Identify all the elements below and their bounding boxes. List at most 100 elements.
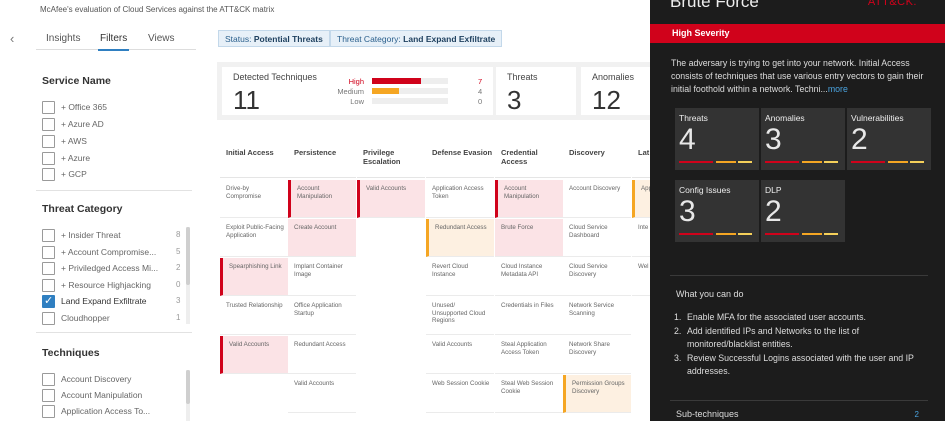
technique-cell[interactable]: Valid Accounts xyxy=(288,375,356,413)
checkbox[interactable] xyxy=(42,229,55,242)
metric-bar-high xyxy=(765,161,799,163)
checkbox[interactable] xyxy=(42,389,55,402)
category-filter-chip[interactable]: Threat Category: Land Expand Exfiltrate xyxy=(330,30,503,47)
metric-bar-high xyxy=(851,161,885,163)
metric-bar-low xyxy=(824,233,838,235)
metric-card-vulnerabilities[interactable]: Vulnerabilities 2 xyxy=(847,108,931,170)
technique-cell[interactable]: Account Discovery xyxy=(563,180,631,218)
tab-insights[interactable]: Insights xyxy=(46,33,81,44)
technique-cell[interactable]: Valid Accounts xyxy=(220,336,288,374)
technique-cell[interactable]: Network Share Discovery xyxy=(563,336,631,374)
technique-cell[interactable]: Revert Cloud Instance xyxy=(426,258,494,296)
service-filter-item[interactable]: + Office 365 xyxy=(42,101,182,116)
checkbox[interactable] xyxy=(42,312,55,325)
threat-filter-item[interactable]: + Insider Threat 8 xyxy=(42,229,182,244)
scrollbar-thumb[interactable] xyxy=(186,227,190,285)
chip-label: Status: xyxy=(225,34,252,44)
technique-cell[interactable]: Account Manipulation xyxy=(495,180,563,218)
technique-cell[interactable]: Wel Coo xyxy=(632,258,650,296)
checkbox[interactable] xyxy=(42,118,55,131)
technique-filter-item[interactable]: Account Manipulation xyxy=(42,389,182,404)
technique-cell[interactable]: Application Access Token xyxy=(426,180,494,218)
technique-cell[interactable]: Create Account xyxy=(288,219,356,257)
technique-cell[interactable]: Redundant Access xyxy=(288,336,356,374)
metric-value: 3 xyxy=(679,195,696,228)
technique-cell[interactable]: App Acc xyxy=(632,180,650,218)
technique-cell[interactable]: Cloud Service Discovery xyxy=(563,258,631,296)
checkbox[interactable] xyxy=(42,101,55,114)
technique-cell[interactable]: Spearphishing Link xyxy=(220,258,288,296)
threat-filter-item[interactable]: + Resource Highjacking 0 xyxy=(42,279,182,294)
service-filter-item[interactable]: + AWS xyxy=(42,135,182,150)
severity-banner: High Severity xyxy=(650,24,945,43)
metric-bar-high xyxy=(765,233,799,235)
checkbox[interactable] xyxy=(42,405,55,418)
tab-views[interactable]: Views xyxy=(148,33,175,44)
severity-bar-medium xyxy=(372,88,448,94)
technique-cell[interactable]: Valid Accounts xyxy=(426,336,494,374)
technique-cell[interactable]: Web Session Cookie xyxy=(426,375,494,413)
technique-cell[interactable]: Redundant Access xyxy=(426,219,494,257)
metric-card-threats[interactable]: Threats 4 xyxy=(675,108,759,170)
service-name-title: Service Name xyxy=(42,75,111,87)
technique-cell[interactable]: Credentials in Files xyxy=(495,297,563,335)
checkbox[interactable] xyxy=(42,152,55,165)
technique-cell[interactable]: Network Service Scanning xyxy=(563,297,631,335)
threat-filter-item[interactable]: Land Expand Exfiltrate 3 xyxy=(42,294,182,310)
action-text: Enable MFA for the associated user accou… xyxy=(687,312,866,322)
technique-cell[interactable]: Inte Spe xyxy=(632,219,650,257)
action-item: 1. Enable MFA for the associated user acc… xyxy=(674,312,866,322)
service-filter-item[interactable]: + Azure xyxy=(42,152,182,167)
technique-filter-item[interactable]: Account Discovery xyxy=(42,373,182,388)
metric-card-dlp[interactable]: DLP 2 xyxy=(761,180,845,242)
technique-cell[interactable]: Trusted Relationship xyxy=(220,297,288,335)
severity-label-medium: Medium xyxy=(337,87,364,96)
technique-cell[interactable]: Drive-by Compromise xyxy=(220,180,288,218)
technique-cell[interactable]: Permission Groups Discovery xyxy=(563,375,631,413)
status-filter-chip[interactable]: Status: Potential Threats xyxy=(218,30,330,47)
filter-label: + AWS xyxy=(61,136,87,146)
matrix-column: Discovery Account Discovery Cloud Service … xyxy=(563,138,631,413)
left-tabs: Insights Filters Views xyxy=(36,30,196,51)
threat-filter-item[interactable]: Cloudhopper 1 xyxy=(42,312,182,327)
threats-card[interactable]: Threats 3 xyxy=(496,67,576,115)
technique-cell[interactable]: Account Manipulation xyxy=(288,180,356,218)
technique-cell[interactable]: Steal Web Session Cookie xyxy=(495,375,563,413)
checkbox[interactable] xyxy=(42,373,55,386)
technique-filter-item[interactable]: Application Access To... xyxy=(42,405,182,420)
more-link[interactable]: more xyxy=(827,84,848,94)
checkbox[interactable] xyxy=(42,279,55,292)
matrix-column-header: Persistence xyxy=(288,138,356,178)
technique-cell[interactable]: Unused/ Unsupported Cloud Regions xyxy=(426,297,494,335)
metric-card-anomalies[interactable]: Anomalies 3 xyxy=(761,108,845,170)
chevron-left-icon[interactable]: ‹ xyxy=(10,31,15,46)
checkbox[interactable] xyxy=(42,262,55,275)
sub-techniques-label[interactable]: Sub-techniques xyxy=(676,409,739,419)
checkbox[interactable] xyxy=(42,246,55,259)
metric-card-config-issues[interactable]: Config Issues 3 xyxy=(675,180,759,242)
anomalies-card[interactable]: Anomalies 12 xyxy=(581,67,650,115)
service-filter-item[interactable]: + GCP xyxy=(42,168,182,183)
checkbox[interactable] xyxy=(42,168,55,181)
severity-count-medium: 4 xyxy=(478,87,483,96)
filter-label: Cloudhopper xyxy=(61,313,110,323)
technique-cell[interactable]: Valid Accounts xyxy=(357,180,425,218)
card-value: 3 xyxy=(507,85,522,115)
metric-value: 3 xyxy=(765,123,782,156)
technique-cell[interactable]: Office Application Startup xyxy=(288,297,356,335)
technique-cell[interactable]: Brute Force xyxy=(495,219,563,257)
technique-cell[interactable]: Cloud Service Dashboard xyxy=(563,219,631,257)
action-text: Review Successful Logins associated with… xyxy=(687,353,914,376)
service-filter-item[interactable]: + Azure AD xyxy=(42,118,182,133)
threat-filter-item[interactable]: + Priviledged Access Mi... 2 xyxy=(42,262,182,277)
detected-techniques-card[interactable]: Detected Techniques 11 High Medium Low 7… xyxy=(222,67,493,115)
checkbox[interactable] xyxy=(42,135,55,148)
technique-cell[interactable]: Cloud Instance Metadata API xyxy=(495,258,563,296)
tab-filters[interactable]: Filters xyxy=(97,33,130,51)
technique-cell[interactable]: Implant Container Image xyxy=(288,258,356,296)
technique-cell[interactable]: Steal Application Access Token xyxy=(495,336,563,374)
checkbox-checked[interactable] xyxy=(42,294,55,308)
threat-filter-item[interactable]: + Account Compromise... 5 xyxy=(42,246,182,261)
scrollbar-thumb[interactable] xyxy=(186,370,190,404)
technique-cell[interactable]: Exploit Public-Facing Application xyxy=(220,219,288,257)
